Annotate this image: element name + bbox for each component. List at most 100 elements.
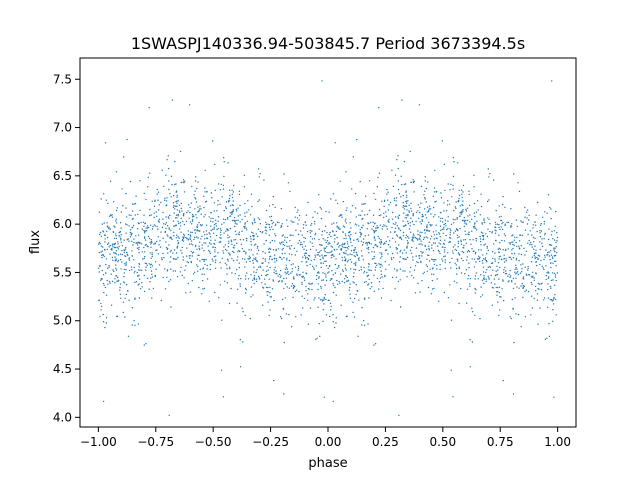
data-point [514, 297, 516, 299]
data-point [315, 338, 317, 340]
data-point [301, 243, 303, 246]
data-point [539, 232, 541, 234]
data-point [348, 231, 350, 234]
data-point [119, 286, 121, 289]
data-point [278, 273, 281, 276]
data-point [393, 199, 396, 201]
data-point [528, 219, 530, 221]
data-point [462, 259, 464, 262]
data-point [256, 245, 259, 248]
data-point [325, 246, 328, 248]
data-point [213, 226, 215, 228]
data-point [220, 237, 222, 239]
data-point [118, 279, 120, 282]
data-point [202, 288, 204, 290]
data-point [301, 276, 304, 278]
data-point [306, 264, 308, 267]
data-point [370, 269, 372, 272]
data-point [120, 211, 123, 213]
data-point [392, 211, 394, 214]
data-point [177, 215, 179, 217]
data-point [489, 223, 491, 225]
data-point [223, 157, 225, 159]
data-point [497, 291, 499, 293]
data-point [544, 234, 546, 236]
data-point [408, 237, 410, 239]
data-point [231, 204, 234, 206]
data-point [431, 288, 434, 290]
data-point [114, 226, 116, 228]
data-point [363, 203, 365, 205]
data-point [417, 282, 419, 285]
data-point [164, 199, 166, 201]
data-point [516, 268, 518, 270]
data-point [269, 286, 271, 288]
data-point [208, 232, 210, 234]
data-point [173, 249, 176, 251]
data-point [333, 326, 336, 329]
data-point [281, 258, 283, 260]
data-point [199, 268, 202, 270]
data-point [412, 179, 414, 181]
data-point [503, 258, 505, 260]
data-point [277, 281, 280, 283]
data-point [515, 257, 518, 260]
data-point [103, 193, 105, 195]
data-point [427, 254, 429, 256]
data-point [228, 197, 231, 200]
data-point [248, 255, 250, 257]
data-point [483, 282, 485, 285]
data-point [110, 304, 113, 306]
data-point [322, 256, 324, 258]
data-point [128, 214, 130, 216]
data-point [346, 246, 348, 249]
data-point [461, 189, 463, 191]
data-point [360, 233, 363, 235]
data-point [223, 175, 225, 178]
data-point [238, 190, 241, 192]
data-point [366, 213, 369, 216]
data-point [258, 168, 260, 170]
data-point [256, 247, 259, 249]
data-point [255, 280, 258, 283]
data-point [556, 252, 558, 254]
data-point [291, 268, 294, 270]
data-point [219, 189, 222, 191]
data-point [460, 272, 463, 274]
data-point [246, 229, 248, 231]
data-point [540, 230, 543, 232]
data-point [553, 247, 555, 249]
data-point [387, 244, 390, 246]
data-point [336, 236, 338, 239]
data-point [232, 191, 235, 193]
data-point [241, 258, 244, 260]
data-point [197, 254, 199, 256]
data-point [451, 250, 454, 252]
data-point [244, 314, 246, 316]
data-point [101, 250, 104, 252]
data-point [236, 223, 238, 225]
data-point [521, 283, 523, 285]
data-point [330, 305, 332, 308]
data-point [420, 260, 422, 263]
data-point [368, 242, 371, 245]
data-point [338, 215, 340, 217]
data-point [311, 238, 314, 240]
data-point [150, 270, 153, 272]
data-point [253, 218, 255, 220]
data-point [211, 197, 213, 199]
data-point [145, 243, 147, 246]
data-point [246, 238, 248, 240]
data-point [485, 280, 487, 283]
data-point [119, 289, 121, 291]
data-point [443, 249, 446, 251]
data-point [169, 279, 172, 281]
data-point [140, 221, 142, 224]
data-point [359, 214, 362, 216]
data-point [471, 248, 473, 250]
data-point [411, 246, 413, 249]
data-point [473, 202, 476, 205]
data-point [356, 253, 358, 256]
data-point [424, 190, 426, 192]
data-point [532, 224, 534, 226]
